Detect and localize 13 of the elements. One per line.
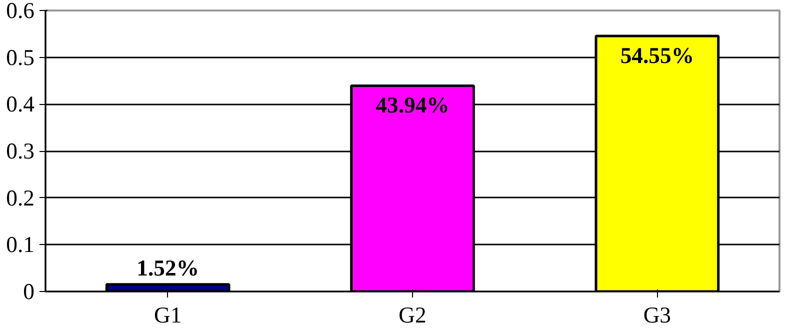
y-tick-label: 0.4 — [6, 92, 35, 117]
y-tick-label: 0.2 — [6, 185, 35, 210]
data-label: 43.94% — [376, 92, 450, 118]
x-tick-label: G2 — [398, 302, 426, 328]
y-tick-label: 0.1 — [6, 232, 35, 258]
y-tick-label: 0.5 — [6, 44, 35, 70]
x-tick-label: G1 — [154, 302, 182, 328]
data-label: 54.55% — [620, 43, 694, 68]
y-tick-label: 0.6 — [6, 0, 35, 23]
x-tick-label: G3 — [643, 302, 672, 328]
y-tick-label: 0 — [23, 279, 34, 304]
y-tick-label: 0.3 — [6, 138, 35, 164]
data-label: 1.52% — [136, 255, 199, 280]
